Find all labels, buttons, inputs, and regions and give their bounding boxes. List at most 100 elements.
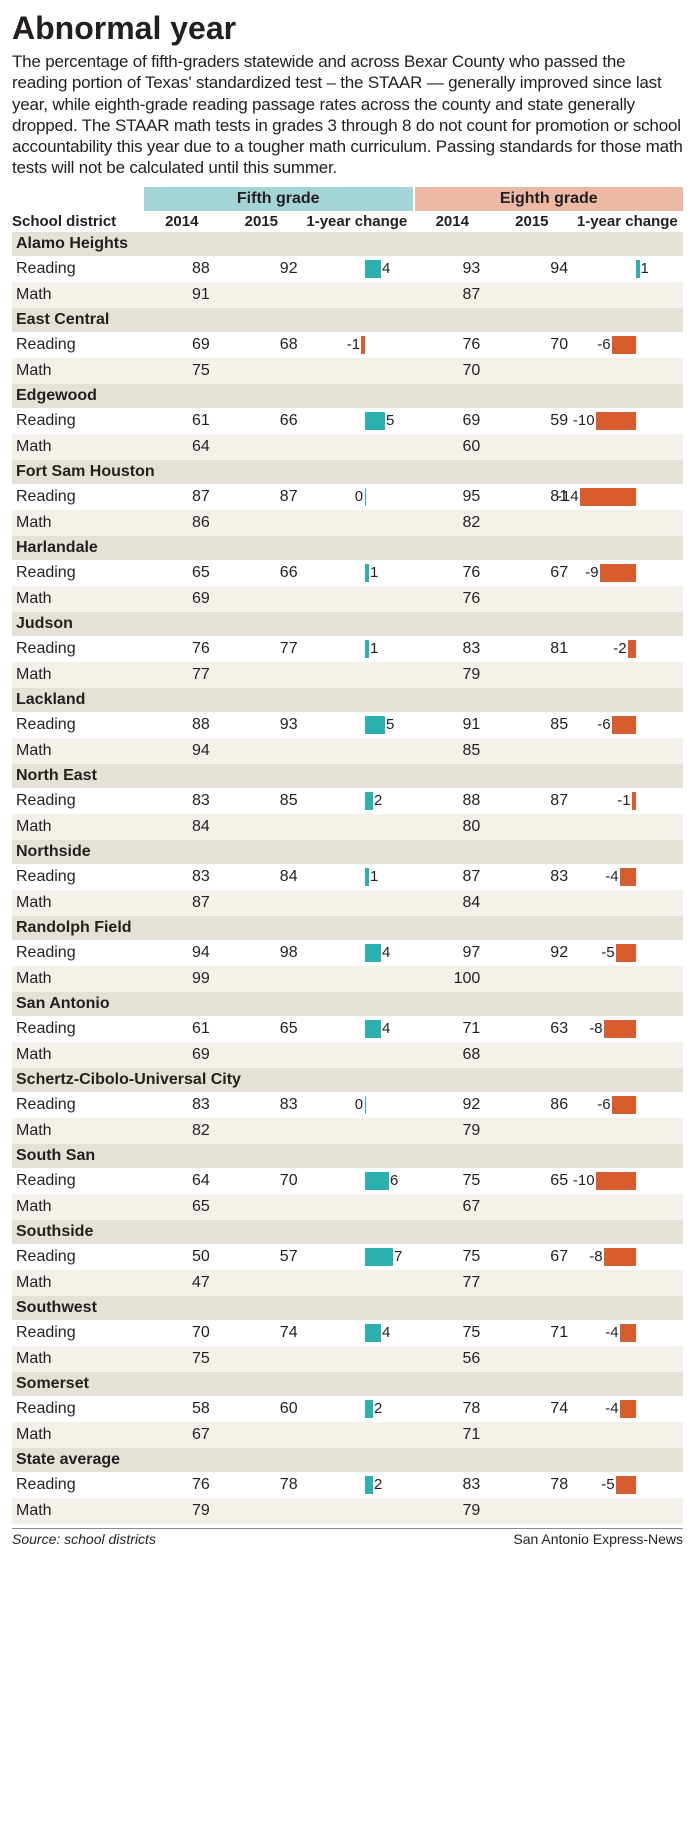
value-cell: 85 <box>500 716 588 734</box>
value-cell: 76 <box>413 564 501 582</box>
value-cell: 77 <box>142 666 230 684</box>
grade-header-row: Fifth grade Eighth grade <box>12 187 683 211</box>
value-cell: 63 <box>500 1020 588 1038</box>
change-cell: 1 <box>588 260 683 278</box>
change-cell: 4 <box>318 944 413 962</box>
table-row: Math7556 <box>12 1346 683 1372</box>
col-e2014: 2014 <box>413 213 493 230</box>
value-cell: 75 <box>413 1324 501 1342</box>
change-cell <box>588 1274 683 1292</box>
col-fchange: 1-year change <box>301 213 412 230</box>
table-row: Math6771 <box>12 1422 683 1448</box>
district-name: Edgewood <box>12 384 683 408</box>
value-cell: 100 <box>413 970 501 988</box>
value-cell: 76 <box>142 1476 230 1494</box>
change-cell <box>318 590 413 608</box>
table-row: Math8480 <box>12 814 683 840</box>
change-cell <box>318 1198 413 1216</box>
value-cell: 68 <box>230 336 318 354</box>
change-cell: -1 <box>588 792 683 810</box>
district-name: Lackland <box>12 688 683 712</box>
row-label: Reading <box>12 1476 142 1494</box>
footer-source: Source: school districts <box>12 1531 156 1547</box>
district-block: NorthsideReading838418783-4Math8784 <box>12 840 683 916</box>
table-row: Math7570 <box>12 358 683 384</box>
col-district: School district <box>12 213 142 230</box>
value-cell: 83 <box>142 868 230 886</box>
footer-credit: San Antonio Express-News <box>513 1531 683 1547</box>
value-cell: 67 <box>413 1198 501 1216</box>
change-cell <box>588 1046 683 1064</box>
value-cell: 69 <box>142 1046 230 1064</box>
district-name: State average <box>12 1448 683 1472</box>
row-label: Math <box>12 894 142 912</box>
value-cell: 99 <box>142 970 230 988</box>
value-cell: 74 <box>230 1324 318 1342</box>
value-cell: 70 <box>142 1324 230 1342</box>
district-name: Alamo Heights <box>12 232 683 256</box>
row-label: Reading <box>12 640 142 658</box>
value-cell: 76 <box>142 640 230 658</box>
value-cell: 94 <box>500 260 588 278</box>
district-block: South SanReading647067565-10Math6567 <box>12 1144 683 1220</box>
change-cell: -10 <box>588 412 683 430</box>
district-block: EdgewoodReading616656959-10Math6460 <box>12 384 683 460</box>
value-cell: 93 <box>413 260 501 278</box>
value-cell: 84 <box>230 868 318 886</box>
value-cell: 69 <box>413 412 501 430</box>
change-cell: -10 <box>588 1172 683 1190</box>
table-row: Reading586027874-4 <box>12 1396 683 1422</box>
district-block: HarlandaleReading656617667-9Math6976 <box>12 536 683 612</box>
row-label: Math <box>12 590 142 608</box>
change-cell <box>318 1274 413 1292</box>
value-cell: 57 <box>230 1248 318 1266</box>
table-row: Reading767718381-2 <box>12 636 683 662</box>
value-cell: 77 <box>230 640 318 658</box>
row-label: Reading <box>12 1020 142 1038</box>
table-row: Reading6968-17670-6 <box>12 332 683 358</box>
change-cell <box>318 1426 413 1444</box>
change-cell: -5 <box>588 1476 683 1494</box>
table-row: Reading8892493941 <box>12 256 683 282</box>
table-row: Reading616656959-10 <box>12 408 683 434</box>
table-body: Alamo HeightsReading8892493941Math9187Ea… <box>12 232 683 1524</box>
district-block: Randolph FieldReading949849792-5Math9910… <box>12 916 683 992</box>
value-cell: 79 <box>413 666 501 684</box>
district-name: Southside <box>12 1220 683 1244</box>
district-name: Randolph Field <box>12 916 683 940</box>
table-row: Math8784 <box>12 890 683 916</box>
change-cell: 5 <box>318 716 413 734</box>
district-block: SouthsideReading505777567-8Math4777 <box>12 1220 683 1296</box>
col-e2015: 2015 <box>492 213 572 230</box>
value-cell: 81 <box>500 640 588 658</box>
change-cell: -6 <box>588 1096 683 1114</box>
value-cell: 69 <box>142 336 230 354</box>
table-row: Reading889359185-6 <box>12 712 683 738</box>
row-label: Reading <box>12 716 142 734</box>
row-label: Math <box>12 970 142 988</box>
value-cell: 88 <box>413 792 501 810</box>
table-row: Math99 100 <box>12 966 683 992</box>
table-row: Reading505777567-8 <box>12 1244 683 1270</box>
value-cell: 82 <box>413 514 501 532</box>
value-cell: 71 <box>413 1020 501 1038</box>
value-cell: 78 <box>413 1400 501 1418</box>
table-row: Math6460 <box>12 434 683 460</box>
value-cell: 65 <box>142 1198 230 1216</box>
fifth-grade-header: Fifth grade <box>142 187 413 211</box>
change-cell: -5 <box>588 944 683 962</box>
district-name: South San <box>12 1144 683 1168</box>
row-label: Math <box>12 286 142 304</box>
value-cell: 67 <box>500 1248 588 1266</box>
value-cell: 83 <box>500 868 588 886</box>
value-cell: 67 <box>142 1426 230 1444</box>
change-cell: -8 <box>588 1248 683 1266</box>
value-cell: 65 <box>142 564 230 582</box>
value-cell: 87 <box>413 286 501 304</box>
value-cell: 68 <box>413 1046 501 1064</box>
change-cell: -6 <box>588 716 683 734</box>
row-label: Math <box>12 1122 142 1140</box>
value-cell: 92 <box>413 1096 501 1114</box>
district-name: Fort Sam Houston <box>12 460 683 484</box>
value-cell: 58 <box>142 1400 230 1418</box>
